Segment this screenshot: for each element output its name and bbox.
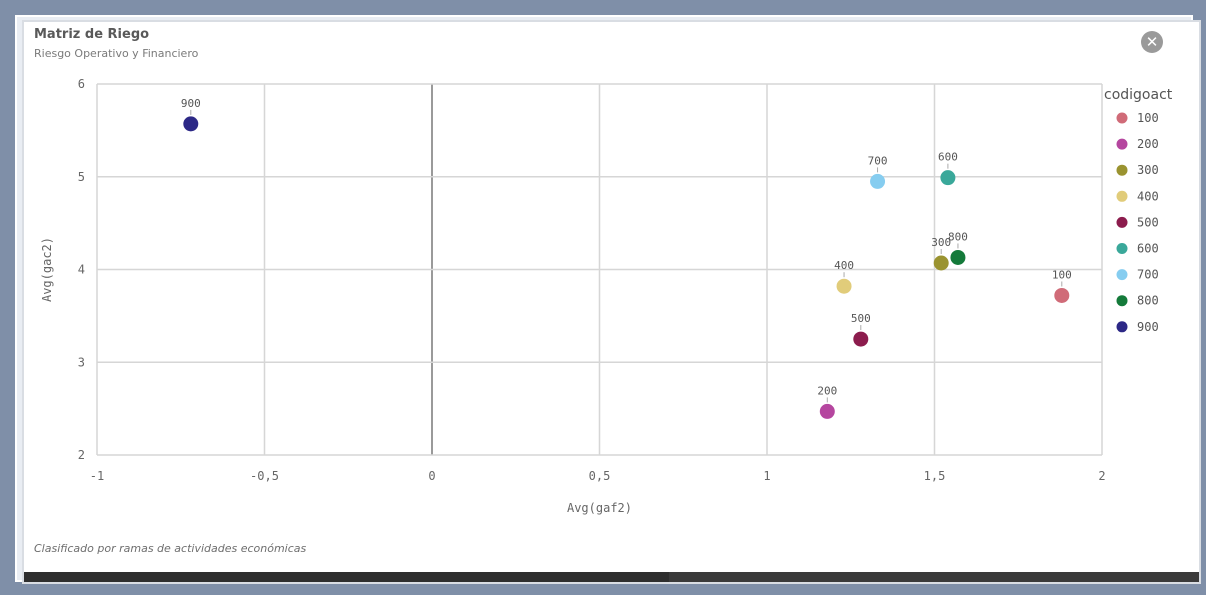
y-tick-label: 3 — [78, 355, 85, 369]
data-point-label: 100 — [1052, 268, 1072, 281]
x-tick-label: 1 — [763, 469, 770, 483]
data-point-label: 200 — [817, 384, 837, 397]
legend-swatch — [1116, 164, 1128, 176]
data-point — [870, 173, 886, 189]
legend-label: 700 — [1137, 268, 1159, 282]
legend-label: 500 — [1137, 215, 1159, 229]
x-tick-label: -1 — [90, 469, 104, 483]
legend-swatch — [1116, 190, 1128, 202]
x-axis-label: Avg(gaf2) — [567, 501, 632, 515]
bottom-bar — [24, 572, 1199, 582]
data-point — [183, 116, 199, 132]
legend-swatch — [1116, 321, 1128, 333]
chart-subtitle: Riesgo Operativo y Financiero — [34, 47, 199, 60]
legend-swatch — [1116, 269, 1128, 281]
legend-label: 900 — [1137, 320, 1159, 334]
legend-swatch — [1116, 112, 1128, 124]
x-tick-label: -0,5 — [250, 469, 279, 483]
legend-swatch — [1116, 295, 1128, 307]
y-tick-label: 2 — [78, 448, 85, 462]
data-point — [1054, 287, 1070, 303]
data-point — [819, 403, 835, 419]
x-tick-label: 0,5 — [589, 469, 611, 483]
data-point — [853, 331, 869, 347]
data-point-label: 700 — [868, 154, 888, 167]
y-axis-label: Avg(gac2) — [40, 237, 54, 302]
data-point-label: 600 — [938, 151, 958, 164]
scatter-plot: -1 -0,5 0 0,5 1 1,5 2 2 3 4 5 6 Avg(gaf2) Avg(gac2) 10… — [40, 77, 1173, 515]
data-point-label: 400 — [834, 259, 854, 272]
close-icon[interactable]: ✕ — [1141, 31, 1163, 53]
y-tick-label: 4 — [78, 263, 85, 277]
legend-label: 600 — [1137, 242, 1159, 256]
legend-title: codigoact — [1104, 87, 1173, 103]
data-point — [933, 255, 949, 271]
y-tick-label: 6 — [78, 77, 85, 91]
legend-label: 400 — [1137, 189, 1159, 203]
x-tick-label: 1,5 — [924, 469, 946, 483]
x-tick-label: 0 — [428, 469, 435, 483]
data-point-label: 300 — [931, 236, 951, 249]
data-point — [950, 249, 966, 265]
data-point-label: 800 — [948, 230, 968, 243]
legend-swatch — [1116, 216, 1128, 228]
data-point-label: 500 — [851, 312, 871, 325]
chart-footnote: Clasificado por ramas de actividades eco… — [34, 542, 307, 555]
legend-label: 100 — [1137, 111, 1159, 125]
data-point — [836, 278, 852, 294]
data-point — [940, 170, 956, 186]
legend-swatch — [1116, 138, 1128, 150]
legend-label: 200 — [1137, 137, 1159, 151]
chart-title: Matriz de Riego — [34, 27, 150, 42]
y-tick-label: 5 — [78, 170, 85, 184]
legend-swatch — [1116, 243, 1128, 254]
legend-label: 300 — [1137, 163, 1159, 177]
data-point-label: 900 — [181, 97, 201, 110]
x-tick-label: 2 — [1098, 469, 1105, 483]
chart-panel: Matriz de Riego Riesgo Operativo y Finan… — [24, 22, 1199, 582]
legend-label: 800 — [1137, 294, 1159, 308]
